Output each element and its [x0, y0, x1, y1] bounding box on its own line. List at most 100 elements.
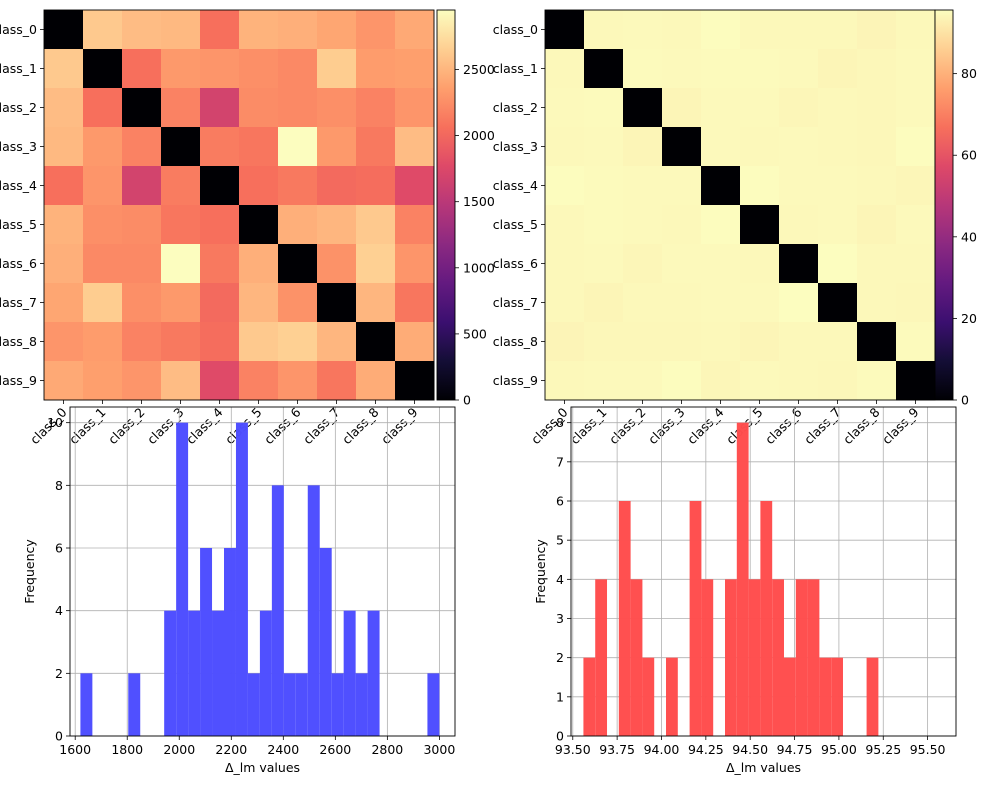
- x-tick-label: 95.00: [821, 742, 857, 757]
- heatmap-cell: [83, 88, 123, 128]
- heatmap-cell: [545, 244, 585, 284]
- heatmap-cell: [317, 166, 357, 206]
- heatmap-cell: [584, 361, 624, 401]
- col-label: class_3: [645, 405, 688, 448]
- heatmap-cell: [356, 88, 396, 128]
- heatmap-cell: [161, 283, 201, 323]
- heatmap-cell: [857, 10, 897, 50]
- heatmap-cell: [545, 88, 585, 128]
- heatmap-cell: [857, 205, 897, 245]
- histogram-bar: [795, 579, 808, 736]
- histogram-bar: [595, 579, 608, 736]
- heatmap-cell: [779, 10, 819, 50]
- y-tick-label: 6: [55, 541, 63, 556]
- heatmap-cell: [701, 361, 741, 401]
- col-label: class_2: [606, 405, 649, 448]
- heatmap-cell: [44, 205, 84, 245]
- heatmap-cell: [356, 322, 396, 362]
- y-tick-label: 8: [55, 478, 63, 493]
- heatmap-cell: [122, 88, 162, 128]
- heatmap-cell: [584, 166, 624, 206]
- row-label: class_1: [0, 61, 37, 76]
- histogram-bar: [807, 579, 820, 736]
- heatmap-cell: [161, 49, 201, 89]
- y-axis-label: Frequency: [22, 539, 37, 604]
- row-label: class_1: [493, 61, 538, 76]
- histogram-bar: [283, 673, 296, 736]
- heatmap-cell: [623, 283, 663, 323]
- col-label: class_7: [300, 405, 343, 448]
- x-tick-label: 94.75: [777, 742, 813, 757]
- heatmap-cell: [278, 283, 318, 323]
- heatmap-cell: [545, 166, 585, 206]
- heatmap-cell: [356, 10, 396, 50]
- col-label: class_1: [66, 405, 109, 448]
- heatmap-cell: [317, 10, 357, 50]
- heatmap-cell: [44, 361, 84, 401]
- heatmap-cell: [83, 166, 123, 206]
- row-label: class_4: [0, 178, 37, 193]
- heatmap-cell: [779, 361, 819, 401]
- heatmap-cell: [779, 166, 819, 206]
- row-label: class_9: [493, 373, 538, 388]
- heatmap-cell: [278, 49, 318, 89]
- heatmap-cell: [356, 205, 396, 245]
- heatmap-cell: [584, 283, 624, 323]
- heatmap-cell: [896, 10, 936, 50]
- heatmap-cell: [623, 166, 663, 206]
- heatmap-cell: [701, 166, 741, 206]
- heatmap-cell: [200, 244, 240, 284]
- y-tick-label: 10: [47, 415, 63, 430]
- col-label: class_9: [879, 404, 922, 447]
- row-label: class_7: [493, 295, 538, 310]
- colorbar-tick-label: 20: [961, 311, 977, 326]
- histogram-bar: [427, 673, 440, 736]
- col-label: class_4: [684, 404, 727, 447]
- heatmap-cell: [896, 127, 936, 167]
- heatmap-cell: [200, 88, 240, 128]
- y-tick-label: 2: [55, 666, 63, 681]
- heatmap-cell: [122, 166, 162, 206]
- histogram-bar: [701, 579, 714, 736]
- heatmap-cell: [395, 166, 435, 206]
- row-label: class_9: [0, 373, 37, 388]
- heatmap-cell: [857, 361, 897, 401]
- colorbar-tick-label: 80: [961, 66, 977, 81]
- row-label: class_3: [493, 139, 538, 154]
- heatmap-cell: [356, 49, 396, 89]
- heatmap-cell: [857, 244, 897, 284]
- heatmap-cell: [395, 88, 435, 128]
- heatmap-cell: [779, 205, 819, 245]
- histogram-bar: [343, 610, 356, 736]
- heatmap-cell: [239, 49, 279, 89]
- histogram-bar: [331, 673, 344, 736]
- heatmap-cell: [701, 10, 741, 50]
- heatmap-cell: [200, 283, 240, 323]
- heatmap-cell: [818, 283, 858, 323]
- heatmap-cell: [395, 283, 435, 323]
- row-label: class_0: [493, 22, 538, 37]
- heatmap-cell: [278, 166, 318, 206]
- y-tick-label: 7: [556, 454, 564, 469]
- heatmap-cell: [395, 10, 435, 50]
- heatmap-cell: [44, 127, 84, 167]
- histogram-bar: [247, 673, 260, 736]
- axes-frame: [69, 406, 456, 737]
- heatmap-cell: [623, 322, 663, 362]
- x-tick-label: 1600: [59, 742, 91, 757]
- x-tick-label: 94.00: [644, 742, 680, 757]
- heatmap-cell: [122, 205, 162, 245]
- heatmap-cell: [857, 88, 897, 128]
- heatmap-cell: [278, 205, 318, 245]
- heatmap-cell: [239, 10, 279, 50]
- heatmap-cell: [44, 10, 84, 50]
- heatmap-cell: [584, 10, 624, 50]
- heatmap-cell: [200, 127, 240, 167]
- histogram-bar: [783, 657, 796, 736]
- heatmap-cell: [662, 205, 702, 245]
- heatmap-cell: [545, 127, 585, 167]
- histogram-bar: [618, 501, 631, 736]
- heatmap-cell: [662, 322, 702, 362]
- histogram-bar: [295, 673, 308, 736]
- heatmap-cell: [896, 244, 936, 284]
